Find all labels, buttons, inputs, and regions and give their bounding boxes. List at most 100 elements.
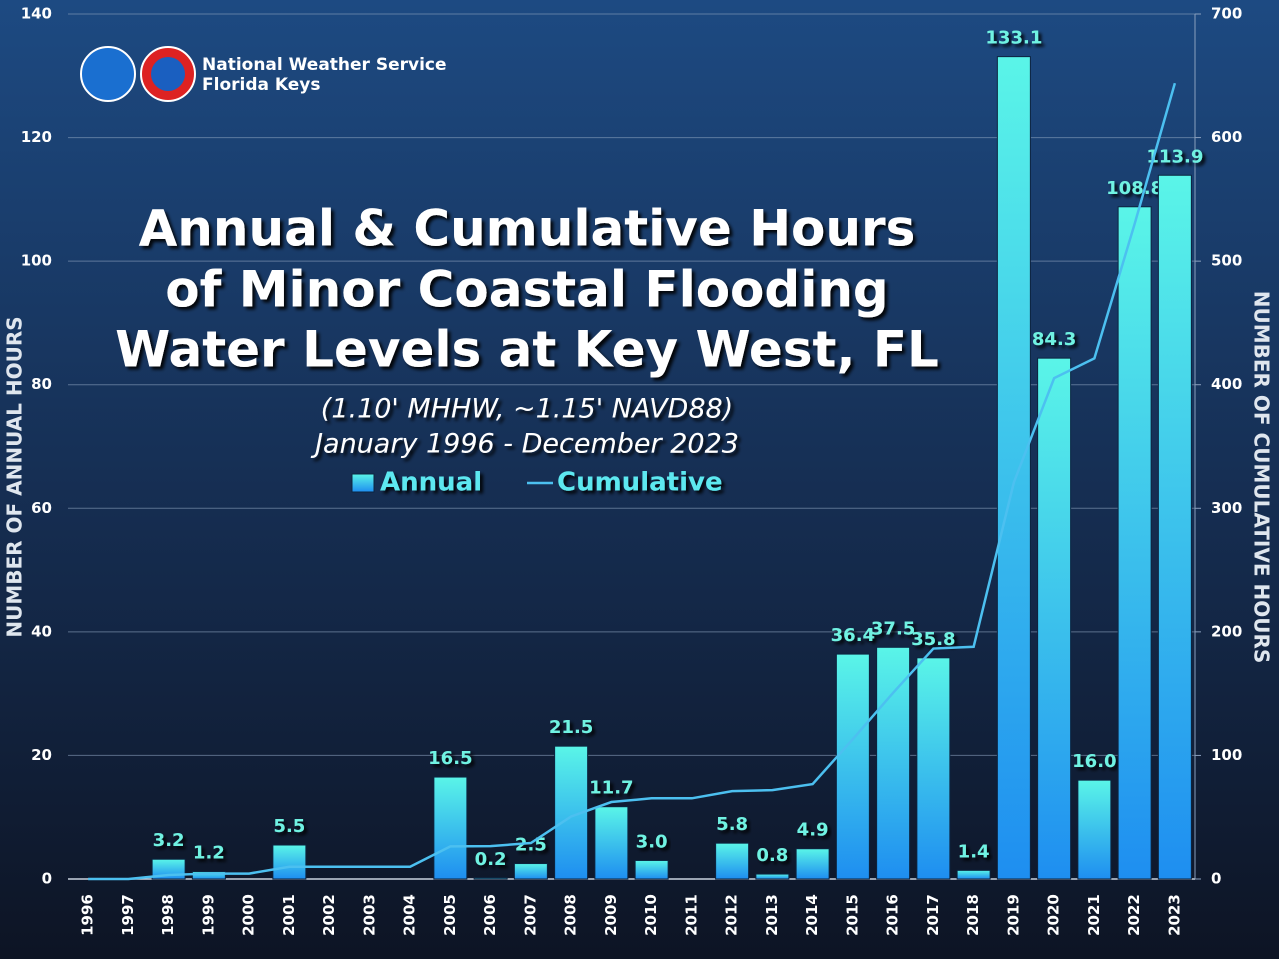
x-tick-label: 2019: [1004, 894, 1022, 936]
y-axis-label: NUMBER OF ANNUAL HOURS: [3, 316, 27, 637]
cumulative-line: [88, 82, 1177, 881]
y2-tick-label: 500: [1211, 252, 1242, 270]
y2-tick-label: 700: [1211, 5, 1242, 23]
bar: [433, 776, 468, 880]
value-label: 113.9: [1146, 146, 1203, 167]
y-tick-label: 140: [21, 5, 52, 23]
value-label: 3.0: [636, 831, 668, 852]
nws-logo-inner: [151, 57, 185, 91]
plot-area: 0 20 40 60 80 100 120 140 0 100 200 300 400 500 600 700…: [21, 5, 1243, 936]
subtitle: (1.10' MHHW, ~1.15' NAVD88): [321, 394, 733, 425]
y-tick-label: 120: [21, 128, 52, 146]
chart-title: Annual & Cumulative Hours: [139, 200, 916, 258]
x-tick-label: 2012: [723, 894, 741, 936]
value-label: 3.2: [153, 830, 185, 851]
x-tick-label: 2021: [1085, 894, 1103, 936]
x-tick-label: 2008: [562, 894, 580, 936]
bar: [554, 745, 589, 880]
x-tick-label: 2016: [884, 894, 902, 936]
legend-label: Cumulative: [557, 468, 723, 498]
value-label: 0.8: [756, 845, 788, 866]
value-label: 4.9: [797, 820, 829, 841]
x-tick-label: 1999: [199, 894, 217, 936]
y2-tick-label: 0: [1211, 870, 1221, 888]
value-label: 36.4: [831, 625, 875, 646]
y2-tick-label: 300: [1211, 499, 1242, 517]
bar: [916, 657, 951, 880]
x-tick-label: 2006: [481, 894, 499, 936]
value-label: 1.2: [193, 843, 225, 864]
bar: [1077, 779, 1112, 880]
value-label: 11.7: [589, 778, 633, 799]
value-label: 5.8: [716, 814, 748, 835]
subtitle: January 1996 - December 2023: [310, 429, 739, 460]
y-tick-label: 0: [42, 870, 52, 888]
y-tick-label: 60: [31, 499, 52, 517]
x-tick-label: 2020: [1045, 894, 1063, 936]
bar: [272, 844, 307, 880]
chart-title: Water Levels at Key West, FL: [115, 321, 939, 379]
x-tick-label: 2018: [964, 894, 982, 936]
value-label: 5.5: [273, 816, 305, 837]
bar: [795, 848, 830, 880]
value-label: 2.5: [515, 835, 547, 856]
bar: [1157, 174, 1192, 880]
y2-axis-label: NUMBER OF CUMULATIVE HOURS: [1250, 291, 1274, 663]
bar: [1117, 206, 1152, 880]
bar: [996, 56, 1031, 880]
x-tick-label: 1998: [159, 894, 177, 936]
x-tick-label: 2005: [441, 894, 459, 936]
x-tick-label: 2004: [401, 894, 419, 936]
legend-label: Annual: [380, 468, 482, 498]
x-tick-label: 2010: [642, 894, 660, 936]
x-tick-label: 2007: [521, 894, 539, 936]
bar: [634, 859, 669, 880]
y-tick-label: 20: [31, 746, 52, 764]
x-tick-label: 2017: [924, 894, 942, 936]
y-tick-label: 100: [21, 252, 52, 270]
bar: [1037, 357, 1072, 880]
bar: [755, 873, 790, 880]
value-label: 108.8: [1106, 178, 1163, 199]
x-tick-label: 2015: [843, 894, 861, 936]
bar: [876, 646, 911, 880]
logo-text: National Weather Service: [202, 55, 447, 75]
value-label: 35.8: [911, 629, 955, 650]
x-tick-label: 2001: [280, 894, 298, 936]
x-tick-label: 2014: [803, 894, 821, 936]
y-tick-label: 80: [31, 375, 52, 393]
bar: [835, 653, 870, 880]
value-label: 1.4: [958, 841, 990, 862]
y2-tick-label: 200: [1211, 622, 1242, 640]
bar: [956, 869, 991, 880]
legend-swatch: [351, 473, 375, 493]
x-tick-label: 1996: [79, 894, 97, 936]
bar: [513, 863, 548, 880]
x-tick-label: 1997: [119, 894, 137, 936]
chart-title: of Minor Coastal Flooding: [165, 261, 888, 319]
value-label: 0.2: [475, 849, 507, 870]
noaa-logo: [80, 46, 136, 102]
bar: [473, 877, 508, 880]
x-tick-label: 2011: [682, 894, 700, 936]
x-tick-label: 2009: [602, 894, 620, 936]
x-tick-label: 2000: [240, 894, 258, 936]
x-tick-label: 2013: [763, 894, 781, 936]
x-tick-label: 2022: [1125, 894, 1143, 936]
x-tick-label: 2002: [320, 894, 338, 936]
value-label: 16.5: [428, 748, 472, 769]
bar: [715, 842, 750, 880]
logo-text: Florida Keys: [202, 75, 321, 95]
x-tick-label: 2003: [360, 894, 378, 936]
value-label: 133.1: [985, 28, 1042, 49]
y2-tick-label: 400: [1211, 375, 1242, 393]
value-label: 37.5: [871, 618, 915, 639]
bar: [594, 806, 629, 880]
x-tick-label: 2023: [1165, 894, 1183, 936]
y2-tick-label: 600: [1211, 128, 1242, 146]
y2-tick-label: 100: [1211, 746, 1242, 764]
value-label: 84.3: [1032, 329, 1076, 350]
y-tick-label: 40: [31, 622, 52, 640]
